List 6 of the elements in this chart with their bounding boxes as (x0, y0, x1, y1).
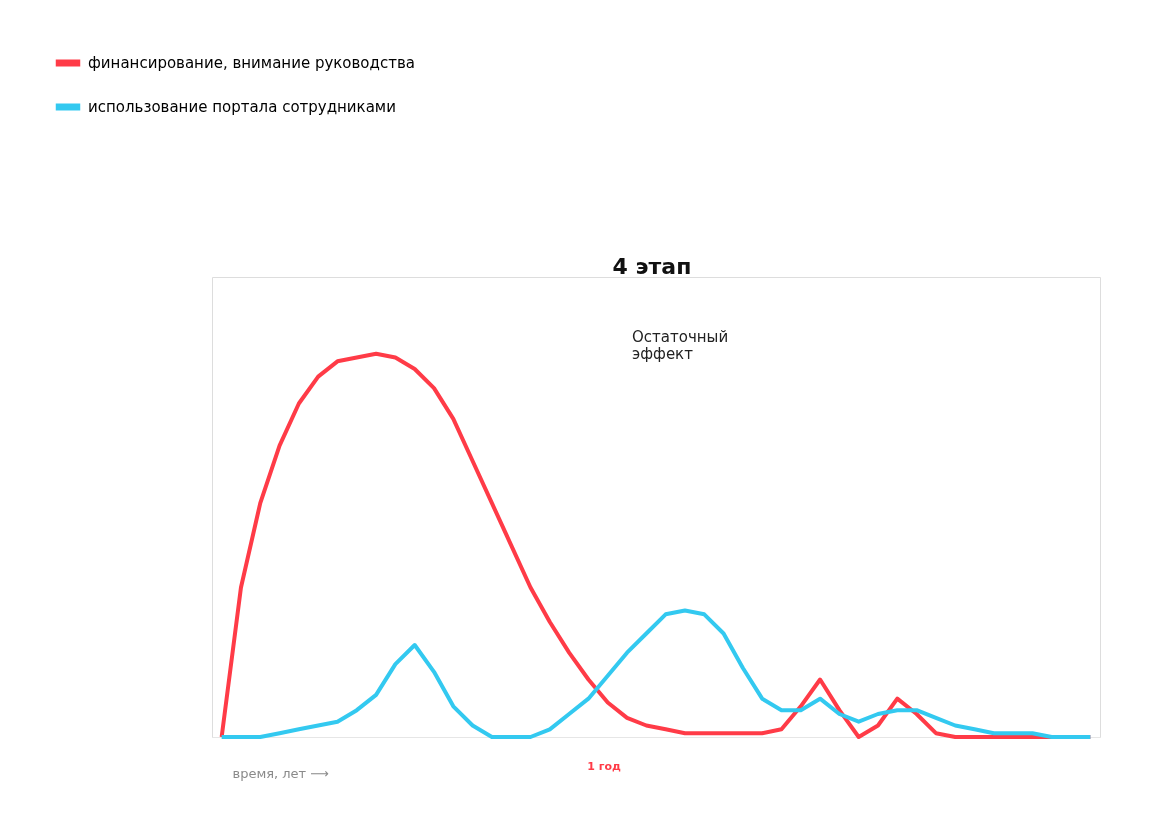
text: 4 этап (612, 254, 692, 279)
legend-label: использование портала сотрудниками (88, 98, 396, 116)
annotation: Остаточный эффект (632, 328, 729, 363)
legend-label: финансирование, внимание руководства (88, 54, 415, 72)
text: 1 год (587, 760, 621, 773)
x-axis-title: время, лет ⟶ (232, 765, 329, 781)
